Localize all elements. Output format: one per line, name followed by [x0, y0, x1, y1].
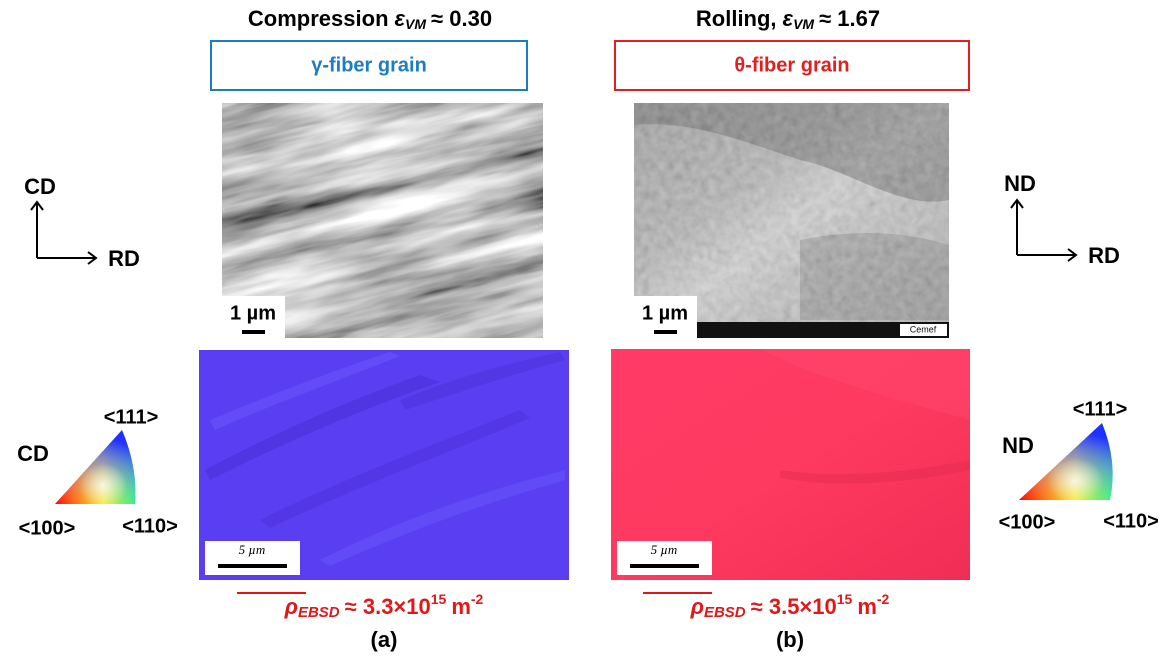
axis-label: RD: [108, 246, 140, 271]
ipf-label: <110>: [122, 515, 178, 537]
ebsd-map: 5 µm: [611, 349, 970, 580]
ipf-triangle: [55, 430, 135, 504]
axis-label: RD: [1088, 243, 1120, 268]
title-value: ≈ 0.30: [431, 6, 492, 31]
svg-text:Cemef: Cemef: [910, 324, 937, 334]
title-subscript: VM: [405, 16, 426, 32]
ipf-label: <111>: [104, 406, 159, 428]
density-unit-exponent: -2: [877, 591, 890, 607]
density-exponent: 15: [837, 591, 853, 607]
ipf-direction: CD: [17, 441, 49, 466]
density-unit: m: [857, 594, 877, 619]
scale-label: 5 µm: [651, 542, 678, 557]
ipf-label: <100>: [999, 511, 1056, 533]
title-text: Rolling,: [696, 6, 777, 31]
scale-label: 5 µm: [239, 542, 266, 557]
grain-label: γ-fiber grain: [311, 54, 427, 76]
density-symbol: ρ: [284, 594, 298, 619]
density-unit-exponent: -2: [471, 591, 484, 607]
ipf-label: <100>: [19, 517, 76, 539]
ipf-label: <111>: [1073, 398, 1128, 420]
density-exponent: 15: [431, 591, 447, 607]
axis-label: CD: [24, 174, 56, 199]
caption: (b): [776, 627, 804, 652]
title-symbol: ε: [395, 6, 406, 31]
ipf-direction: ND: [1002, 433, 1034, 458]
sem-image: Cemef 1 µm: [634, 103, 949, 338]
density-symbol: ρ: [690, 594, 704, 619]
axis-label: ND: [1004, 171, 1036, 196]
scale-label: 1 µm: [642, 302, 688, 324]
ebsd-map: 5 µm: [199, 350, 569, 580]
title-text: Compression: [248, 6, 389, 31]
density-value: ≈ 3.5×10: [751, 594, 837, 619]
title-value: ≈ 1.67: [819, 6, 880, 31]
ipf-label: <110>: [1103, 510, 1159, 532]
density-subscript: EBSD: [704, 604, 746, 621]
grain-label: θ-fiber grain: [734, 54, 849, 76]
caption: (a): [371, 627, 398, 652]
figure: CompressionεVM≈ 0.30 Rolling,εVM≈ 1.67 γ…: [0, 0, 1171, 661]
scale-label: 1 µm: [230, 302, 276, 324]
title-subscript: VM: [793, 16, 814, 32]
density-value: ≈ 3.3×10: [345, 594, 431, 619]
panel-title: Rolling,εVM ≈ 1.67: [696, 6, 880, 32]
density-subscript: EBSD: [298, 604, 340, 621]
title-symbol: ε: [783, 6, 794, 31]
density-unit: m: [451, 594, 471, 619]
